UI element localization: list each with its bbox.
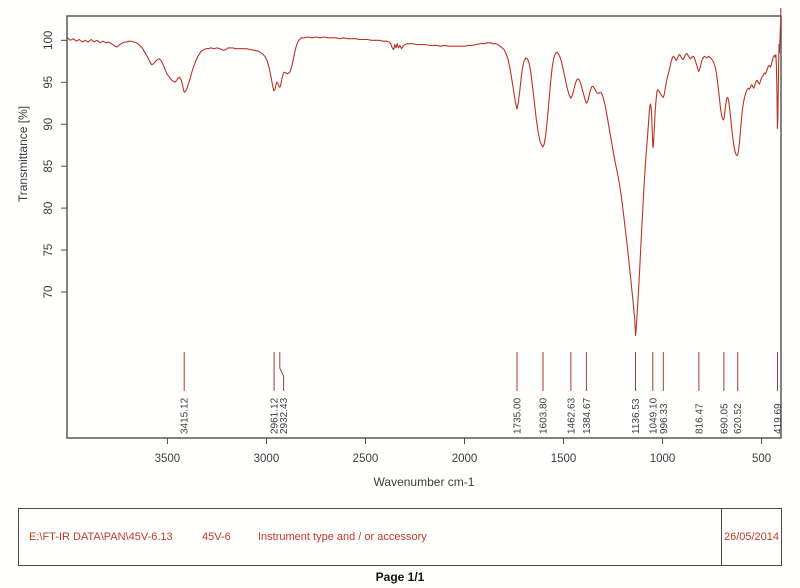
peak-wavenumber-label: 1462.63 (566, 397, 577, 434)
report-footer: E:\FT-IR DATA\PAN\45V-6.13 45V-6 Instrum… (18, 508, 782, 566)
x-axis-tick-label: 2500 (353, 453, 379, 465)
x-axis-tick-label: 2000 (452, 453, 478, 465)
plot-frame (66, 15, 782, 439)
x-axis-title: Wavenumber cm-1 (374, 475, 475, 489)
y-axis-tick-label: 85 (43, 160, 55, 173)
peak-wavenumber-label: 419.69 (773, 403, 784, 434)
peak-wavenumber-label: 620.52 (733, 403, 744, 434)
y-axis-tick-label: 70 (43, 286, 55, 299)
x-axis-tick-label: 1500 (551, 453, 577, 465)
peak-wavenumber-label: 2961.12 (270, 397, 281, 434)
file-path: E:\FT-IR DATA\PAN\45V-6.13 (29, 531, 173, 543)
peak-wavenumber-label: 1603.80 (539, 397, 550, 434)
peak-marker-line (279, 352, 285, 391)
peak-wavenumber-label: 1136.53 (631, 398, 642, 434)
spectrum-curve (66, 7, 782, 337)
peak-wavenumber-label: 1049.10 (648, 397, 659, 434)
x-axis-tick-label: 500 (752, 453, 771, 465)
x-axis-tick-label: 1000 (650, 453, 676, 465)
report-footer-info-cell: E:\FT-IR DATA\PAN\45V-6.13 45V-6 Instrum… (19, 509, 721, 565)
peak-wavenumber-label: 816.47 (694, 403, 705, 434)
y-axis-title: Transmittance [%] (16, 106, 30, 202)
accessory-note: Instrument type and / or accessory (258, 531, 427, 543)
sample-id: 45V-6 (202, 531, 231, 543)
peak-wavenumber-label: 3415.12 (180, 397, 191, 434)
report-date: 26/05/2014 (723, 531, 780, 543)
y-axis-tick-label: 95 (43, 76, 55, 89)
x-axis-tick-label: 3500 (155, 453, 181, 465)
peak-wavenumber-label: 2932.43 (279, 397, 290, 434)
peak-wavenumber-label: 690.05 (719, 403, 730, 434)
y-axis-tick-label: 75 (43, 244, 55, 257)
page-number-label: Page 1/1 (375, 570, 425, 584)
report-date-cell: 26/05/2014 (721, 509, 781, 565)
y-axis-tick-label: 90 (43, 118, 55, 131)
y-axis-tick-label: 100 (43, 31, 55, 50)
peak-wavenumber-label: 1384.67 (582, 397, 593, 434)
y-axis-tick-label: 80 (43, 202, 55, 215)
peak-wavenumber-label: 996.33 (659, 403, 670, 434)
ftir-spectrum-chart: 3500 3000 2500 2000 1500 1000 500 Wavenumber cm… (16, 7, 784, 489)
x-axis-tick-label: 3000 (254, 453, 280, 465)
peak-wavenumber-label: 1735.00 (513, 397, 524, 434)
